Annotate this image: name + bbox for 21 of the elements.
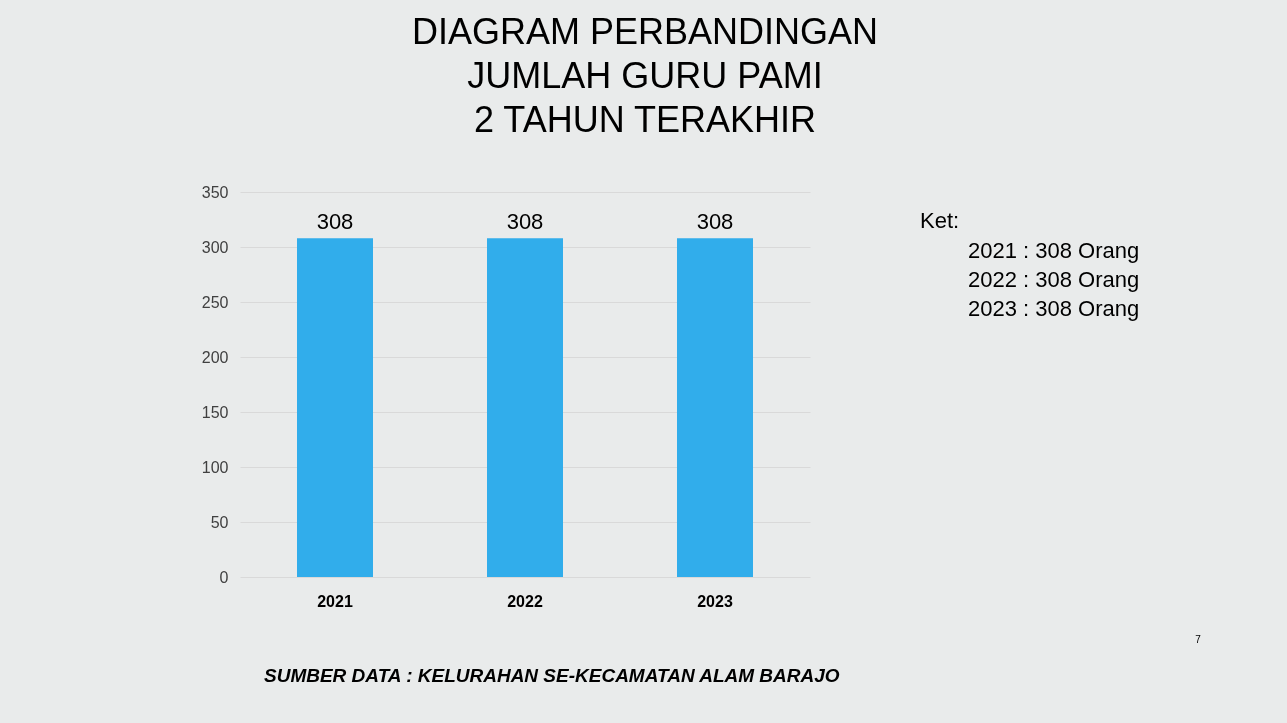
y-tick-label: 100 xyxy=(201,458,229,476)
y-tick-label: 150 xyxy=(201,403,229,421)
y-tick-label: 350 xyxy=(201,183,229,201)
chart-title: DIAGRAM PERBANDINGAN JUMLAH GURU PAMI 2 TAHUN TERAKHIR xyxy=(411,11,879,140)
x-tick-label: 2021 xyxy=(317,592,353,610)
text: 2022 : 308 Orang xyxy=(968,267,1140,292)
y-tick-label: 50 xyxy=(210,513,229,531)
y-tick-label: 300 xyxy=(201,238,229,256)
text: 2023 : 308 Orang xyxy=(968,296,1140,321)
text: 7 xyxy=(1195,634,1202,645)
data-label: 308 xyxy=(696,209,734,235)
text: 2021 : 308 Orang xyxy=(968,238,1140,263)
text: Ket: xyxy=(920,208,960,233)
y-tick-label: 250 xyxy=(201,293,229,311)
y-tick-label: 200 xyxy=(201,348,229,366)
data-label: 308 xyxy=(316,209,354,235)
x-tick-label: 2023 xyxy=(697,592,733,610)
text: SUMBER DATA : KELURAHAN SE-KECAMATAN ALAM BARAJO xyxy=(264,665,840,686)
x-tick-label: 2022 xyxy=(507,592,543,610)
data-label: 308 xyxy=(506,209,544,235)
y-tick-label: 0 xyxy=(219,568,229,586)
